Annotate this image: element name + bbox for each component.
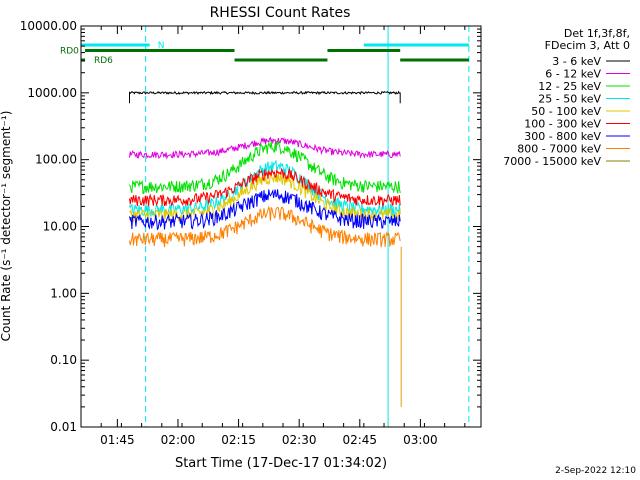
series-line-0 [129,90,401,104]
legend-label-5: 100 - 300 keV [524,118,601,131]
x-tick-label-3: 02:30 [282,433,317,447]
y-tick-label-5: 1000.00 [27,86,77,100]
x-tick-label-2: 02:15 [221,433,256,447]
footer-timestamp: 2-Sep-2022 12:10 [555,466,636,476]
series-line-4 [129,172,401,223]
y-tick-label-1: 0.10 [50,353,77,367]
x-axis-label: Start Time (17-Dec-17 01:34:02) [175,456,387,471]
legend-label-4: 50 - 100 keV [531,105,601,118]
x-tick-label-1: 02:00 [161,433,196,447]
marker-rd6-label: RD6 [94,56,113,66]
x-tick-label-4: 02:45 [342,433,377,447]
legend-label-3: 25 - 50 keV [538,93,601,106]
marker-n-label: N [158,41,165,51]
series-line-1 [129,136,401,160]
legend-label-0: 3 - 6 keV [552,55,601,68]
legend-label-1: 6 - 12 keV [545,68,601,81]
y-tick-label-3: 10.00 [43,220,77,234]
status-markers: N RD0 RD6 [60,41,469,66]
legend-header-0: Det 1f,3f,8f, [564,27,630,40]
vertical-markers [80,26,470,427]
legend-header-1: FDecim 3, Att 0 [545,39,630,52]
y-axis-label: Count Rate (s⁻¹ detector⁻¹ segment⁻¹) [0,111,13,342]
legend-label-2: 12 - 25 keV [538,80,601,93]
y-tick-label-6: 10000.00 [20,19,77,33]
legend-label-7: 800 - 7000 keV [517,143,601,156]
y-tick-label-0: 0.01 [50,420,77,434]
legend-label-8: 7000 - 15000 keV [503,155,601,168]
legend-label-6: 300 - 800 keV [524,130,601,143]
series-line-5 [129,167,401,208]
x-tick-label-5: 03:00 [403,433,438,447]
series-line-6 [129,189,401,231]
series-line-2 [129,141,401,194]
plot-frame [80,25,482,428]
series-lines [129,90,402,407]
y-tick-label-2: 1.00 [50,286,77,300]
series-line-7 [129,205,401,248]
x-tick-label-0: 01:45 [100,433,135,447]
axis-ticks: 01:45 02:00 02:15 02:30 02:45 03:00 0.01 0.10 1.… [20,19,481,447]
chart-title: RHESSI Count Rates [210,5,351,21]
y-tick-label-4: 100.00 [35,153,77,167]
marker-rd0-label: RD0 [60,46,79,56]
